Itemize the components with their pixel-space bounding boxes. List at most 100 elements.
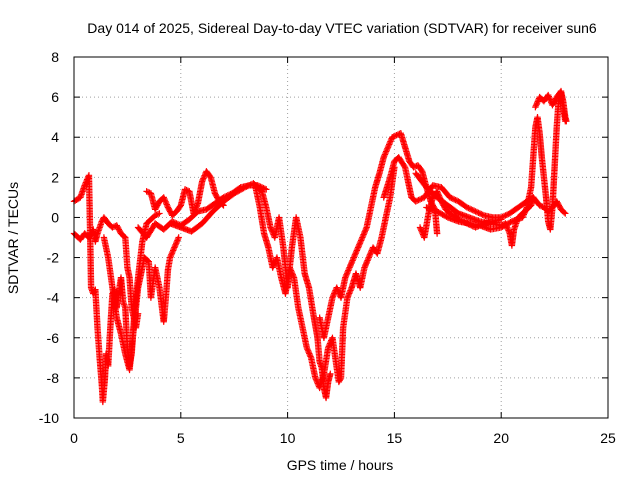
data-point-marker bbox=[286, 264, 293, 271]
data-point-marker bbox=[384, 145, 391, 152]
data-point-marker bbox=[387, 138, 394, 145]
data-point-marker bbox=[401, 162, 408, 170]
data-point-marker bbox=[387, 136, 395, 144]
data-point-marker bbox=[327, 370, 334, 378]
data-point-marker bbox=[173, 240, 180, 247]
x-tick-label: 5 bbox=[177, 430, 185, 446]
data-point-marker bbox=[307, 353, 314, 360]
data-point-marker bbox=[473, 223, 481, 231]
data-point-marker bbox=[358, 235, 365, 243]
data-point-marker bbox=[466, 221, 474, 228]
data-point-marker bbox=[324, 344, 332, 352]
data-point-marker bbox=[360, 230, 368, 237]
data-point-marker bbox=[436, 195, 444, 202]
data-point-marker bbox=[175, 234, 182, 241]
data-point-marker bbox=[306, 350, 313, 357]
data-point-marker bbox=[530, 194, 537, 201]
data-point-marker bbox=[267, 224, 274, 231]
data-point-marker bbox=[381, 152, 388, 160]
data-point-marker bbox=[163, 201, 170, 208]
data-point-marker bbox=[436, 193, 443, 201]
data-point-marker bbox=[364, 255, 372, 263]
axis-ticks: 0 5 10 15 20 25 -10 -8 -6 -4 -2 0 2 4 6 8 bbox=[39, 49, 616, 446]
data-point-marker bbox=[193, 203, 200, 210]
data-point-marker bbox=[522, 207, 529, 214]
data-point-marker bbox=[448, 210, 455, 218]
data-point-marker bbox=[269, 264, 276, 271]
data-point-marker bbox=[169, 248, 176, 256]
data-point-marker bbox=[478, 210, 485, 218]
data-point-marker bbox=[416, 196, 424, 203]
data-point-marker bbox=[82, 180, 89, 188]
data-point-marker bbox=[500, 212, 508, 220]
data-point-marker bbox=[354, 244, 362, 251]
data-point-marker bbox=[325, 343, 332, 350]
data-point-marker bbox=[344, 268, 351, 276]
data-point-marker bbox=[288, 268, 295, 276]
data-point-marker bbox=[364, 257, 371, 264]
data-point-marker bbox=[154, 210, 162, 218]
data-point-marker bbox=[465, 220, 472, 228]
data-point-marker bbox=[362, 261, 369, 268]
data-point-marker bbox=[153, 211, 160, 218]
data-point-marker bbox=[473, 208, 481, 216]
data-point-marker bbox=[451, 196, 458, 203]
data-point-marker bbox=[476, 210, 484, 217]
data-point-marker bbox=[362, 225, 370, 233]
data-point-marker bbox=[161, 195, 168, 203]
x-tick-label: 20 bbox=[493, 430, 509, 446]
data-point-marker bbox=[385, 142, 392, 150]
data-point-marker bbox=[304, 347, 312, 354]
data-point-marker bbox=[303, 344, 311, 352]
y-tick-label: 8 bbox=[51, 49, 59, 65]
x-tick-label: 15 bbox=[387, 430, 403, 446]
data-point-marker bbox=[161, 197, 169, 204]
data-point-marker bbox=[361, 262, 369, 270]
data-point-marker bbox=[352, 250, 359, 257]
data-point-marker bbox=[346, 264, 353, 271]
data-point-marker bbox=[290, 272, 297, 280]
data-point-marker bbox=[360, 231, 367, 238]
data-point-marker bbox=[534, 98, 542, 105]
data-point-marker bbox=[109, 224, 116, 231]
data-point-marker bbox=[519, 212, 527, 220]
data-point-marker bbox=[240, 184, 247, 192]
data-point-marker bbox=[382, 148, 390, 155]
data-point-marker bbox=[346, 288, 354, 296]
data-point-marker bbox=[410, 164, 417, 171]
y-tick-label: -6 bbox=[47, 330, 60, 346]
data-point-marker bbox=[356, 241, 363, 248]
data-point-marker bbox=[534, 99, 541, 107]
data-point-marker bbox=[458, 217, 465, 224]
data-point-marker bbox=[351, 252, 358, 260]
data-point-marker bbox=[433, 230, 441, 237]
data-point-marker bbox=[413, 197, 421, 204]
data-point-marker bbox=[521, 208, 529, 215]
data-point-marker bbox=[344, 294, 351, 301]
data-markers bbox=[70, 87, 570, 406]
data-point-marker bbox=[386, 141, 393, 148]
data-point-marker bbox=[174, 237, 181, 244]
data-point-marker bbox=[348, 260, 355, 267]
chart-title: Day 014 of 2025, Sidereal Day-to-day VTE… bbox=[87, 20, 597, 36]
y-tick-label: 6 bbox=[51, 89, 59, 105]
data-point-marker bbox=[169, 247, 177, 254]
data-point-marker bbox=[192, 204, 200, 211]
data-point-marker bbox=[435, 191, 442, 198]
data-point-marker bbox=[537, 202, 545, 210]
data-point-marker bbox=[446, 210, 454, 217]
y-axis-label: SDTVAR / TECUs bbox=[5, 182, 21, 294]
data-point-marker bbox=[463, 220, 471, 227]
data-point-marker bbox=[532, 102, 540, 109]
data-point-marker bbox=[472, 208, 479, 215]
data-point-marker bbox=[519, 214, 526, 221]
data-point-marker bbox=[475, 222, 482, 230]
y-tick-label: -2 bbox=[47, 250, 60, 266]
data-point-marker bbox=[347, 285, 355, 293]
x-tick-label: 0 bbox=[70, 430, 78, 446]
data-point-marker bbox=[533, 101, 540, 108]
data-point-marker bbox=[544, 91, 552, 99]
data-point-marker bbox=[349, 257, 356, 264]
data-point-marker bbox=[241, 184, 249, 191]
